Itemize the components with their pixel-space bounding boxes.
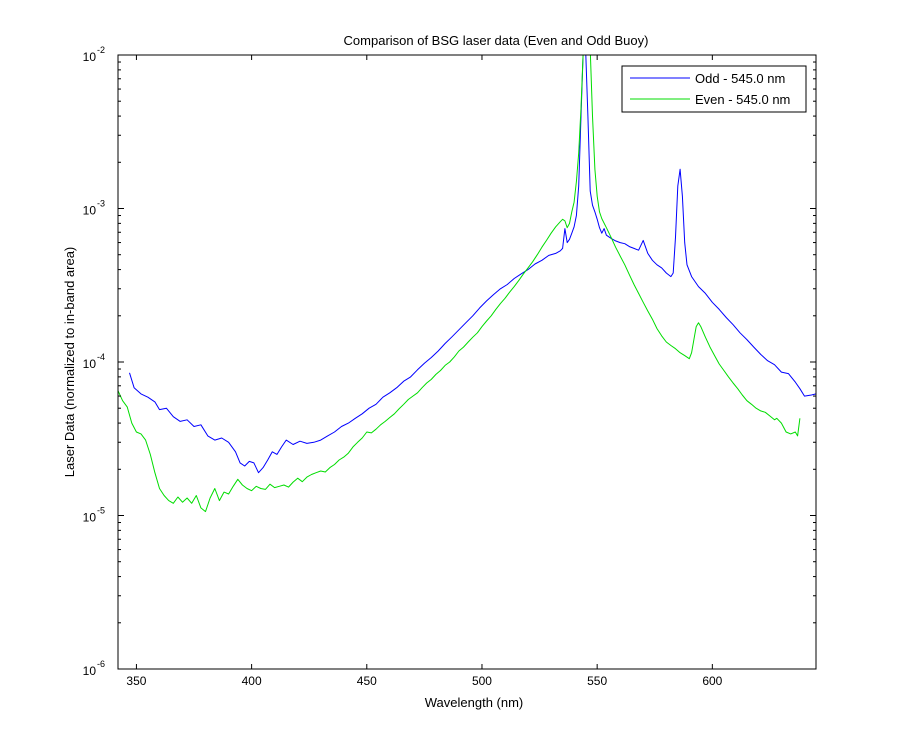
plot-background <box>118 55 816 669</box>
x-tick-label: 400 <box>242 674 262 688</box>
y-tick-label-exponent: -6 <box>97 659 105 669</box>
y-axis-ticks: 10-610-510-410-310-2 <box>83 45 816 678</box>
x-tick-label: 500 <box>472 674 492 688</box>
y-tick-label-exponent: -5 <box>97 506 105 516</box>
plot-area <box>117 54 817 670</box>
chart-title: Comparison of BSG laser data (Even and O… <box>344 33 649 48</box>
y-tick-label-exponent: -4 <box>97 352 105 362</box>
legend-label-odd: Odd - 545.0 nm <box>695 71 785 86</box>
series-layer <box>118 55 816 513</box>
x-axis-label: Wavelength (nm) <box>425 695 524 710</box>
legend-label-even: Even - 545.0 nm <box>695 92 790 107</box>
x-axis-ticks: 350 400 450 500 550 600 <box>126 55 723 688</box>
y-tick-label-base: 10 <box>83 357 97 371</box>
y-tick-label-base: 10 <box>83 50 97 64</box>
y-tick-label-base: 10 <box>83 664 97 678</box>
x-tick-label: 450 <box>357 674 377 688</box>
x-tick-label: 550 <box>587 674 607 688</box>
legend-box <box>621 65 807 113</box>
y-tick-label-base: 10 <box>83 511 97 525</box>
y-tick-label-exponent: -3 <box>97 199 105 209</box>
y-axis-label: Laser Data (normalized to in-band area) <box>62 247 77 478</box>
y-tick-label-base: 10 <box>83 204 97 218</box>
legend: Odd - 545.0 nm Even - 545.0 nm <box>621 65 807 113</box>
y-tick-label-exponent: -2 <box>97 45 105 55</box>
series-line-odd <box>129 55 816 474</box>
series-line-even <box>118 55 801 513</box>
x-tick-label: 350 <box>126 674 146 688</box>
x-tick-label: 600 <box>702 674 722 688</box>
